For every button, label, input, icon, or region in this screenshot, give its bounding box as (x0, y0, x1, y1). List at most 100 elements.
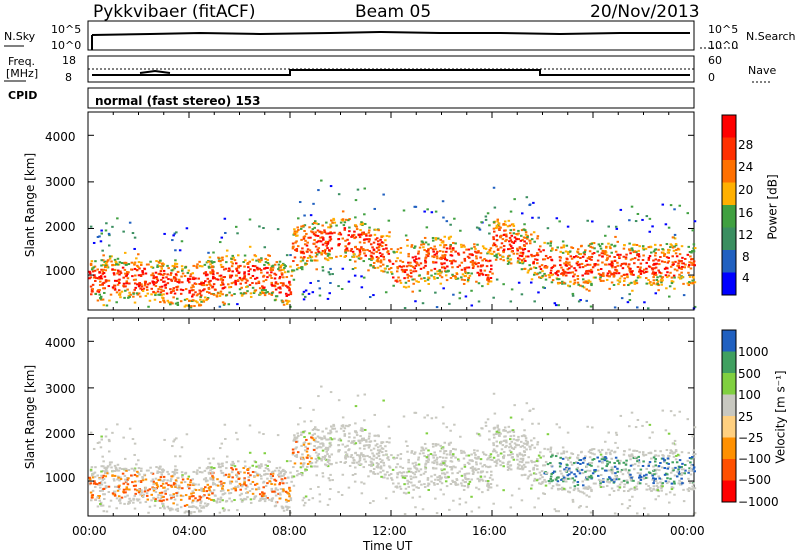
velocity-echo (108, 461, 112, 464)
velocity-echo (268, 460, 271, 463)
power-echo (294, 249, 297, 252)
velocity-echo (243, 471, 246, 474)
power-echo (101, 298, 105, 301)
power-echo (128, 221, 132, 224)
power-echo (249, 295, 253, 298)
power-echo (201, 284, 204, 287)
power-echo (429, 247, 433, 250)
power-echo (488, 224, 491, 227)
power-echo (266, 290, 269, 293)
velocity-echo (569, 486, 572, 489)
power-echo (431, 260, 435, 263)
velocity-echo (219, 466, 222, 469)
velocity-echo (593, 453, 596, 456)
power-echo (639, 272, 643, 275)
power-echo (358, 253, 362, 256)
power-echo (358, 249, 362, 252)
velocity-echo (692, 468, 695, 471)
velocity-echo (285, 500, 289, 503)
velocity-echo (622, 485, 626, 488)
power-echo (655, 278, 659, 281)
velocity-echo (476, 471, 480, 474)
velocity-echo (516, 463, 520, 466)
velocity-echo (498, 431, 501, 434)
velocity-echo (236, 438, 239, 441)
power-echo (270, 265, 274, 268)
power-echo (111, 225, 114, 228)
power-echo (568, 285, 572, 288)
power-echo (402, 265, 406, 268)
power-echo (628, 293, 631, 296)
velocity-echo (590, 476, 594, 479)
velocity-echo (243, 460, 247, 463)
velocity-echo (396, 454, 400, 457)
velocity-echo (134, 492, 137, 495)
velocity-echo (254, 471, 257, 474)
velocity-echo (123, 474, 127, 477)
velocity-echo (566, 474, 570, 477)
velocity-echo (678, 479, 681, 482)
velocity-echo (324, 448, 327, 451)
power-echo (668, 285, 672, 288)
power-echo (438, 269, 441, 272)
power-echo (355, 225, 358, 228)
velocity-echo (363, 393, 367, 396)
velocity-echo (375, 456, 378, 459)
power-echo (495, 239, 499, 242)
power-echo (275, 261, 279, 264)
velocity-echo (442, 493, 445, 496)
power-echo (188, 291, 191, 294)
power-echo (660, 251, 664, 254)
velocity-echo (138, 473, 141, 476)
power-echo (648, 282, 651, 285)
power-echo (409, 261, 412, 264)
power-echo (550, 258, 553, 261)
velocity-echo (454, 448, 457, 451)
velocity-echo (154, 477, 158, 480)
velocity-echo (682, 500, 686, 503)
velocity-echo (125, 488, 129, 491)
power-echo (666, 251, 670, 254)
velocity-echo (216, 498, 220, 501)
velocity-echo (299, 472, 303, 475)
power-echo (113, 279, 117, 282)
velocity-echo (544, 460, 548, 463)
power-echo (352, 253, 356, 256)
velocity-echo (150, 499, 153, 502)
velocity-echo (531, 422, 534, 425)
power-echo (269, 267, 273, 270)
power-echo (562, 281, 566, 284)
power-echo (100, 268, 103, 271)
velocity-echo (379, 444, 382, 447)
velocity-echo (304, 468, 307, 471)
velocity-echo (663, 467, 667, 470)
power-echo (189, 273, 193, 276)
velocity-echo (172, 493, 176, 496)
velocity-echo (278, 466, 282, 469)
power-echo (551, 248, 554, 251)
velocity-echo (181, 475, 184, 478)
power-echo (191, 293, 195, 296)
power-echo (468, 253, 472, 256)
power-echo (644, 277, 648, 280)
velocity-echo (542, 492, 545, 495)
nave-tick-low: 0 (708, 71, 715, 84)
power-echo (496, 248, 500, 251)
velocity-echo (241, 499, 244, 502)
velocity-echo (509, 416, 513, 419)
power-echo (321, 243, 325, 246)
power-echo (425, 253, 428, 256)
power-echo (531, 216, 534, 219)
velocity-echo (217, 466, 221, 469)
velocity-echo (507, 461, 510, 464)
power-echo (477, 300, 481, 303)
velocity-echo (93, 471, 97, 474)
velocity-echo (295, 455, 299, 458)
velocity-echo (258, 431, 261, 434)
power-echo (565, 262, 569, 265)
power-echo (627, 284, 630, 287)
power-echo (262, 288, 266, 291)
power-echo (387, 252, 391, 255)
velocity-echo (187, 475, 191, 478)
